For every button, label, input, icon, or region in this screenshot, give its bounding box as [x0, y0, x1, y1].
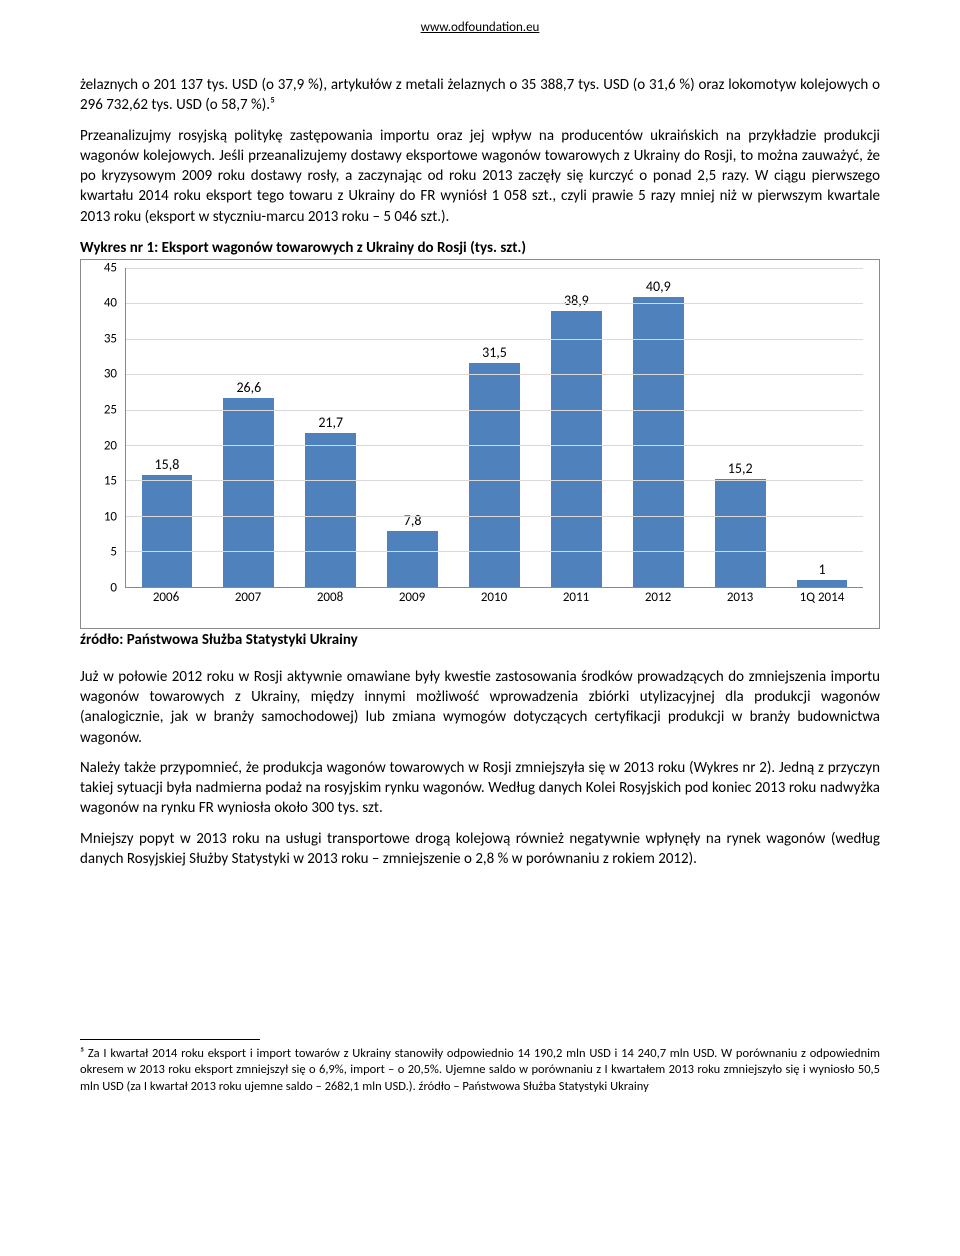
bar-slot: 40,9 [617, 268, 699, 587]
chart-source: źródło: Państwowa Służba Statystyki Ukra… [80, 631, 880, 649]
paragraph-5: Mniejszy popyt w 2013 roku na usługi tra… [80, 829, 880, 870]
paragraph-4: Należy także przypomnieć, że produkcja w… [80, 758, 880, 819]
page-header-url: www.odfoundation.eu [80, 20, 880, 35]
bar-value-label: 21,7 [318, 414, 343, 431]
bar-value-label: 40,9 [646, 278, 671, 295]
x-label: 2011 [535, 590, 617, 608]
grid-line [126, 268, 863, 269]
y-tick: 15 [104, 474, 117, 489]
bar-value-label: 38,9 [564, 292, 589, 309]
x-label: 2013 [699, 590, 781, 608]
y-tick: 5 [110, 545, 117, 560]
bar-slot: 7,8 [372, 268, 454, 587]
grid-line [126, 516, 863, 517]
bar-value-label: 15,8 [155, 456, 180, 473]
bar [633, 297, 684, 587]
footnote-5: ⁵ Za I kwartał 2014 roku eksport i impor… [80, 1046, 880, 1095]
bar [387, 531, 438, 586]
grid-line [126, 410, 863, 411]
bar [715, 479, 766, 587]
x-label: 2008 [289, 590, 371, 608]
y-tick: 25 [104, 402, 117, 417]
bar-slot: 38,9 [535, 268, 617, 587]
chart-container: 0 5 10 15 20 25 30 35 40 45 15,8 26,6 21,7 7,8 31,5 38… [80, 259, 880, 629]
chart-title: Wykres nr 1: Eksport wagonów towarowych … [80, 239, 880, 257]
bar [551, 311, 602, 587]
grid-line [126, 445, 863, 446]
y-tick: 0 [110, 580, 117, 595]
y-tick: 20 [104, 438, 117, 453]
chart-inner: 051015202530354045 15,826,621,77,831,538… [93, 268, 867, 608]
x-label: 2010 [453, 590, 535, 608]
footnote-separator [80, 1039, 260, 1040]
bar-slot: 31,5 [454, 268, 536, 587]
bar [142, 475, 193, 587]
x-label: 2009 [371, 590, 453, 608]
x-axis-labels: 200620072008200920102011201220131Q 2014 [125, 590, 863, 608]
bar-slot: 15,2 [699, 268, 781, 587]
bar [223, 398, 274, 587]
paragraph-2: Przeanalizujmy rosyjską politykę zastępo… [80, 126, 880, 227]
grid-line [126, 480, 863, 481]
x-label: 1Q 2014 [781, 590, 863, 608]
x-label: 2007 [207, 590, 289, 608]
paragraph-1: żelaznych o 201 137 tys. USD (o 37,9 %),… [80, 75, 880, 116]
grid-line [126, 339, 863, 340]
bar-slot: 15,8 [126, 268, 208, 587]
bar-value-label: 1 [819, 561, 826, 578]
bar [305, 433, 356, 587]
bars-container: 15,8 26,6 21,7 7,8 31,5 38,9 40,9 15,2 1 [126, 268, 863, 587]
bar-slot: 26,6 [208, 268, 290, 587]
bar-slot: 1 [781, 268, 863, 587]
y-tick: 30 [104, 367, 117, 382]
plot-area: 15,8 26,6 21,7 7,8 31,5 38,9 40,9 15,2 1 [125, 268, 863, 588]
y-axis: 051015202530354045 [93, 268, 121, 588]
x-label: 2012 [617, 590, 699, 608]
grid-line [126, 303, 863, 304]
bar-slot: 21,7 [290, 268, 372, 587]
grid-line [126, 551, 863, 552]
bar [797, 580, 848, 587]
bar [469, 363, 520, 586]
bar-value-label: 15,2 [728, 460, 753, 477]
y-tick: 45 [104, 260, 117, 275]
bar-value-label: 31,5 [482, 344, 507, 361]
y-tick: 35 [104, 331, 117, 346]
x-label: 2006 [125, 590, 207, 608]
y-tick: 40 [104, 296, 117, 311]
y-tick: 10 [104, 509, 117, 524]
paragraph-3: Już w połowie 2012 roku w Rosji aktywnie… [80, 667, 880, 748]
bar-value-label: 26,6 [236, 379, 261, 396]
grid-line [126, 374, 863, 375]
